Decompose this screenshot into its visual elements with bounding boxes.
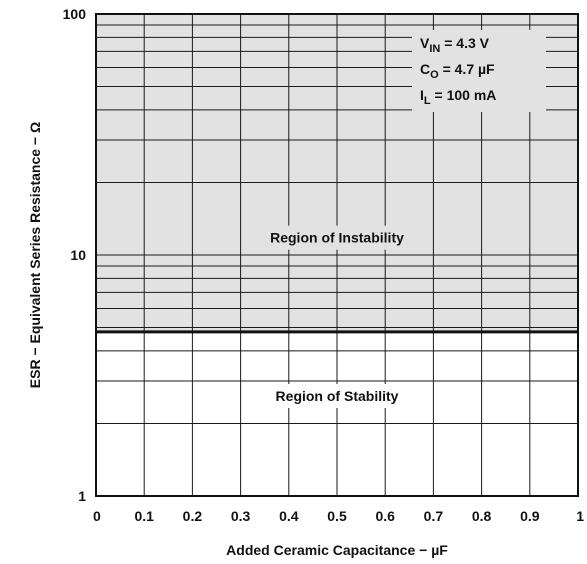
condition-il-value: = 100 mA — [431, 87, 497, 103]
condition-vin-value: = 4.3 V — [440, 35, 489, 51]
x-tick-label: 0.6 — [375, 508, 395, 524]
condition-co: CO = 4.7 µF — [420, 61, 495, 81]
stability-label-text: Region of Stability — [276, 388, 399, 404]
x-tick-label: 0.1 — [134, 508, 154, 524]
x-tick-label: 0.3 — [231, 508, 251, 524]
condition-vin-sub: IN — [429, 43, 440, 55]
condition-co-sub: O — [430, 69, 439, 81]
condition-il-sub: L — [424, 95, 431, 107]
x-tick-label: 0.9 — [520, 508, 540, 524]
condition-vin-symbol: V — [420, 35, 430, 51]
x-tick-label: 0.2 — [183, 508, 203, 524]
conditions-legend: VIN = 4.3 V CO = 4.7 µF IL = 100 mA — [412, 30, 546, 112]
x-tick-label: 0.7 — [424, 508, 444, 524]
condition-co-symbol: C — [420, 61, 430, 77]
condition-co-value: = 4.7 µF — [439, 61, 495, 77]
condition-vin: VIN = 4.3 V — [420, 35, 490, 55]
instability-region-label: Region of Instability — [262, 225, 413, 250]
x-tick-label: 0.5 — [327, 508, 347, 524]
x-tick-label: 0.8 — [472, 508, 492, 524]
y-tick-label: 10 — [70, 247, 86, 263]
x-tick-label: 0 — [93, 508, 101, 524]
y-tick-label: 1 — [78, 488, 86, 504]
condition-il-symbol: I — [420, 87, 424, 103]
y-tick-label: 100 — [63, 6, 87, 22]
y-tick-labels: 1 10 100 — [63, 6, 87, 504]
x-axis-title: Added Ceramic Capacitance − µF — [226, 542, 448, 558]
x-tick-label: 1 — [576, 508, 584, 524]
x-tick-labels: 0 0.1 0.2 0.3 0.4 0.5 0.6 0.7 0.8 0.9 1 — [93, 508, 584, 524]
condition-il: IL = 100 mA — [420, 87, 496, 107]
instability-label-text: Region of Instability — [270, 230, 404, 246]
plot-frame — [95, 13, 579, 497]
y-axis-title: ESR − Equivalent Series Resistance − Ω — [27, 122, 43, 388]
stability-region-label: Region of Stability — [267, 383, 407, 408]
x-tick-label: 0.4 — [279, 508, 299, 524]
